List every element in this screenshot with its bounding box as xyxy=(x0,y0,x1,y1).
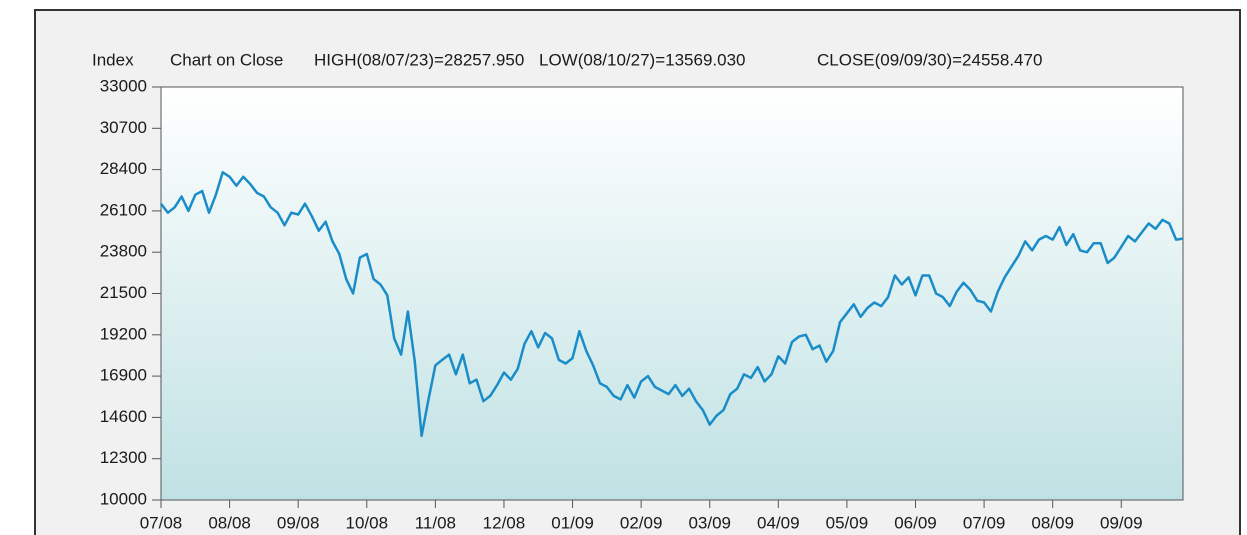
plot-area xyxy=(160,86,1184,501)
y-tick-label: 16900 xyxy=(100,366,147,385)
annotation: Chart on Close xyxy=(170,50,283,69)
y-tick-label: 26100 xyxy=(100,200,147,219)
x-tick-label: 05/09 xyxy=(826,513,869,532)
x-tick-label: 08/09 xyxy=(1031,513,1074,532)
x-tick-label: 11/08 xyxy=(415,513,456,532)
annotation: CLOSE(09/09/30)=24558.470 xyxy=(817,50,1042,69)
x-tick-label: 09/08 xyxy=(277,513,320,532)
x-tick-label: 04/09 xyxy=(757,513,800,532)
y-tick-label: 33000 xyxy=(100,76,147,95)
y-tick-label: 28400 xyxy=(100,159,147,178)
x-tick-label: 07/08 xyxy=(140,513,183,532)
y-axis-label: Index xyxy=(92,50,134,69)
y-tick-label: 19200 xyxy=(100,324,147,343)
x-tick-label: 07/09 xyxy=(963,513,1006,532)
x-tick-label: 09/09 xyxy=(1100,513,1143,532)
x-tick-label: 06/09 xyxy=(894,513,937,532)
x-tick-label: 10/08 xyxy=(345,513,388,532)
x-tick-label: 08/08 xyxy=(208,513,251,532)
x-tick-label: 01/09 xyxy=(551,513,594,532)
annotation: HIGH(08/07/23)=28257.950 xyxy=(314,50,524,69)
y-tick-label: 23800 xyxy=(100,242,147,261)
y-tick-label: 14600 xyxy=(100,407,147,426)
y-tick-label: 10000 xyxy=(100,489,147,508)
y-tick-label: 12300 xyxy=(100,448,147,467)
y-tick-label: 30700 xyxy=(100,118,147,137)
x-tick-label: 12/08 xyxy=(483,513,526,532)
price-line xyxy=(160,171,1184,438)
y-tick-label: 21500 xyxy=(100,283,147,302)
x-tick-label: 02/09 xyxy=(620,513,663,532)
annotation: LOW(08/10/27)=13569.030 xyxy=(539,50,746,69)
x-tick-label: 03/09 xyxy=(688,513,731,532)
